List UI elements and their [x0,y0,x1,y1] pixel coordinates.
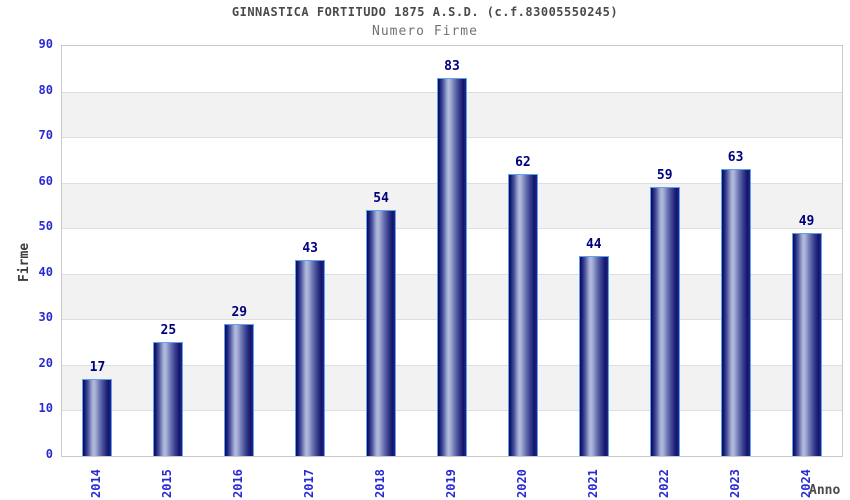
bar-value-label: 17 [89,359,106,375]
x-tick-label: 2022 [656,469,671,498]
plot-area: 17 25 29 43 54 83 62 44 59 63 49 [61,45,843,457]
bar-value-label: 44 [585,236,602,252]
y-tick-label: 80 [38,82,53,97]
x-tick-label: 2016 [231,469,246,498]
bar [366,210,397,456]
bar-value-label: 62 [515,154,531,170]
y-tick-label: 0 [45,447,53,461]
bar [153,342,184,456]
bar-value-label: 29 [231,304,248,320]
y-tick-label: 60 [38,173,53,188]
bar-value-label: 83 [444,58,460,74]
chart-subtitle: Numero Firme [372,24,478,39]
y-tick-label: 20 [38,355,53,370]
bar-value-label: 63 [727,150,744,165]
bar [720,169,751,456]
bar-value-label: 25 [160,323,177,339]
x-tick-label: 2014 [89,469,104,498]
y-tick-label: 10 [38,401,53,416]
x-axis-title: Anno [809,483,841,498]
x-tick-label: 2015 [160,469,175,498]
bar [507,173,538,456]
bar [791,232,822,456]
bar [224,323,255,456]
x-tick-label: 2019 [444,469,458,498]
y-tick-label: 50 [38,219,53,234]
x-tick-label: 2017 [302,469,317,498]
x-tick-label: 2018 [373,469,388,498]
x-tick-label: 2020 [514,469,529,498]
bar-value-label: 59 [656,168,673,184]
bar [82,378,113,456]
bar [578,255,609,456]
x-tick-label: 2023 [727,469,742,498]
bar-value-label: 54 [373,191,389,206]
bar [649,187,680,456]
y-tick-label: 90 [38,37,53,51]
bar-value-label: 43 [302,241,318,257]
bar-value-label: 49 [798,213,815,229]
bar [295,260,326,456]
x-tick-label: 2021 [585,469,600,498]
chart-title: GINNASTICA FORTITUDO 1875 A.S.D. (c.f.83… [231,5,619,19]
y-tick-label: 30 [38,310,53,325]
y-tick-label: 70 [38,128,53,143]
y-tick-label: 40 [38,264,53,279]
bar [437,77,467,456]
